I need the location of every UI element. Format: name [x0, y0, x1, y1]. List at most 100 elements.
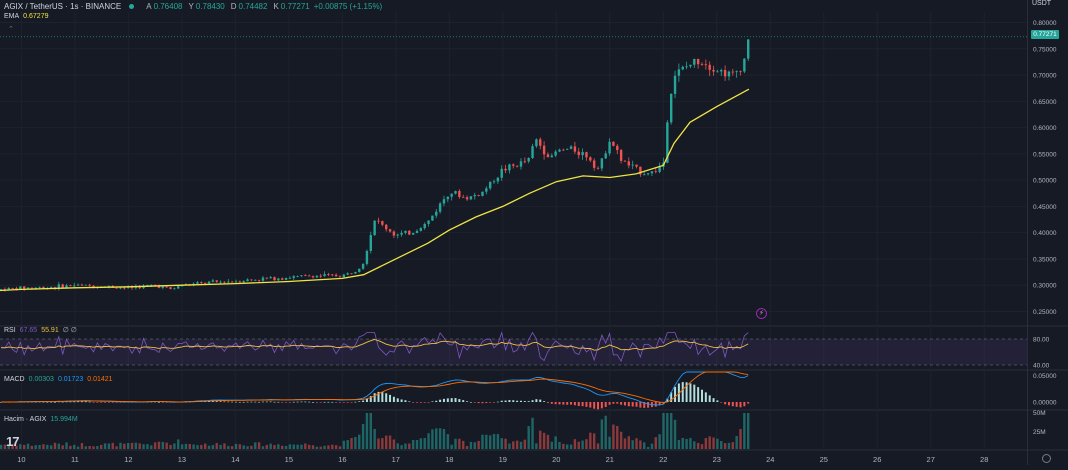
candle-body: [512, 164, 515, 166]
candle-body: [350, 273, 353, 275]
volume-bar: [7, 444, 10, 449]
macd-histogram-bar: [546, 402, 549, 403]
rsi-ma-line: [1, 339, 749, 351]
volume-bar: [500, 438, 503, 449]
rsi-tick-label: 80.00: [1033, 337, 1050, 344]
candle-body: [361, 263, 365, 269]
rsi-legend[interactable]: RSI 67.65 55.91 ∅ ∅: [4, 326, 81, 335]
macd-legend[interactable]: MACD 0.00303 0.01723 0.01421: [4, 376, 117, 383]
volume-bar: [146, 444, 149, 449]
time-tick-label: 11: [71, 455, 79, 464]
candle-body: [354, 271, 357, 274]
candle-body: [577, 151, 580, 156]
volume-bar: [477, 440, 480, 449]
candle-body: [119, 287, 122, 289]
candle-body: [227, 281, 230, 283]
macd-histogram-bar: [562, 402, 565, 405]
volume-bar: [207, 445, 211, 449]
volume-bar: [720, 440, 723, 449]
macd-histogram-bar: [335, 402, 338, 403]
current-price-tag: 0.77271: [1031, 30, 1059, 39]
volume-bar: [169, 444, 172, 449]
gear-icon[interactable]: [1042, 454, 1051, 463]
ema-legend[interactable]: EMA 0.67279: [4, 13, 52, 20]
volume-bar: [323, 445, 326, 449]
low-value: 0.74482: [238, 1, 268, 11]
volume-bar: [438, 428, 442, 449]
volume-bar: [126, 442, 130, 449]
macd-histogram-bar: [604, 402, 607, 408]
candle-body: [411, 232, 415, 235]
volume-bar: [596, 443, 600, 449]
volume-bar: [546, 434, 550, 449]
macd-histogram-bar: [543, 401, 546, 402]
candle-body: [477, 195, 480, 196]
lightning-icon[interactable]: ⚡: [756, 308, 767, 319]
volume-tick-label: 50M: [1033, 410, 1046, 417]
macd-histogram-bar: [577, 402, 580, 407]
volume-legend[interactable]: Hacim · AGIX 15.994M: [4, 416, 82, 423]
macd-histogram-bar: [269, 401, 272, 403]
macd-histogram-bar: [231, 401, 234, 403]
macd-histogram-bar: [469, 401, 472, 403]
symbol-title[interactable]: AGIX / TetherUS · 1s · BINANCE: [4, 1, 122, 11]
volume-bar: [250, 445, 253, 449]
macd-histogram-bar: [658, 402, 661, 406]
macd-histogram-bar: [608, 402, 611, 405]
macd-histogram-bar: [423, 402, 426, 403]
volume-bar: [712, 437, 715, 449]
change-value: +0.00875 (+1.15%): [313, 1, 383, 11]
candle-body: [346, 273, 349, 275]
macd-histogram-bar: [69, 401, 72, 403]
candle-body: [134, 286, 138, 288]
time-tick-label: 27: [927, 455, 935, 464]
macd-label: MACD: [4, 376, 25, 383]
tradingview-logo-icon[interactable]: 17: [6, 434, 20, 449]
macd-histogram-bar: [327, 401, 330, 403]
volume-bar: [527, 426, 530, 449]
time-tick-label: 26: [873, 455, 881, 464]
chevron-up-icon[interactable]: ⌃: [8, 26, 14, 33]
candle-body: [73, 285, 76, 287]
candles: [0, 39, 750, 292]
currency-selector[interactable]: USDT: [1032, 0, 1052, 7]
volume-bar: [26, 443, 30, 449]
candle-body: [569, 146, 573, 149]
macd-histogram-bar: [635, 402, 638, 407]
volume-bar: [716, 438, 719, 449]
volume-bar: [723, 443, 727, 449]
candle-body: [288, 277, 292, 279]
macd-histogram-bar: [593, 402, 596, 409]
candle-body: [604, 153, 607, 159]
volume-bar: [22, 444, 26, 449]
candle-body: [654, 171, 657, 173]
volume-bar: [219, 444, 222, 449]
ema-value: 0.67279: [23, 13, 49, 20]
macd-histogram-bar: [92, 402, 95, 403]
candle-body: [177, 286, 180, 289]
candle-body: [42, 286, 45, 289]
macd-histogram-bar: [331, 401, 334, 403]
volume-value: 15.994M: [50, 416, 78, 423]
volume-bar: [311, 445, 315, 449]
candle-body: [196, 282, 199, 284]
ema-series-line: [0, 88, 750, 292]
candle-body: [300, 275, 303, 277]
price-tick-label: 0.70000: [1033, 73, 1057, 80]
macd-histogram-bar: [512, 400, 515, 402]
candle-body: [396, 234, 399, 236]
time-tick-label: 20: [552, 455, 560, 464]
volume-bar: [462, 440, 465, 449]
macd-histogram-bar: [96, 402, 99, 403]
candle-body: [238, 281, 242, 283]
volume-bar: [654, 437, 657, 449]
macd-histogram-bar: [681, 382, 684, 402]
volume-bar: [623, 438, 627, 449]
volume-bar: [485, 434, 488, 449]
macd-histogram-bar: [381, 392, 384, 402]
volume-bar: [685, 438, 688, 449]
macd-histogram-bar: [408, 401, 411, 403]
